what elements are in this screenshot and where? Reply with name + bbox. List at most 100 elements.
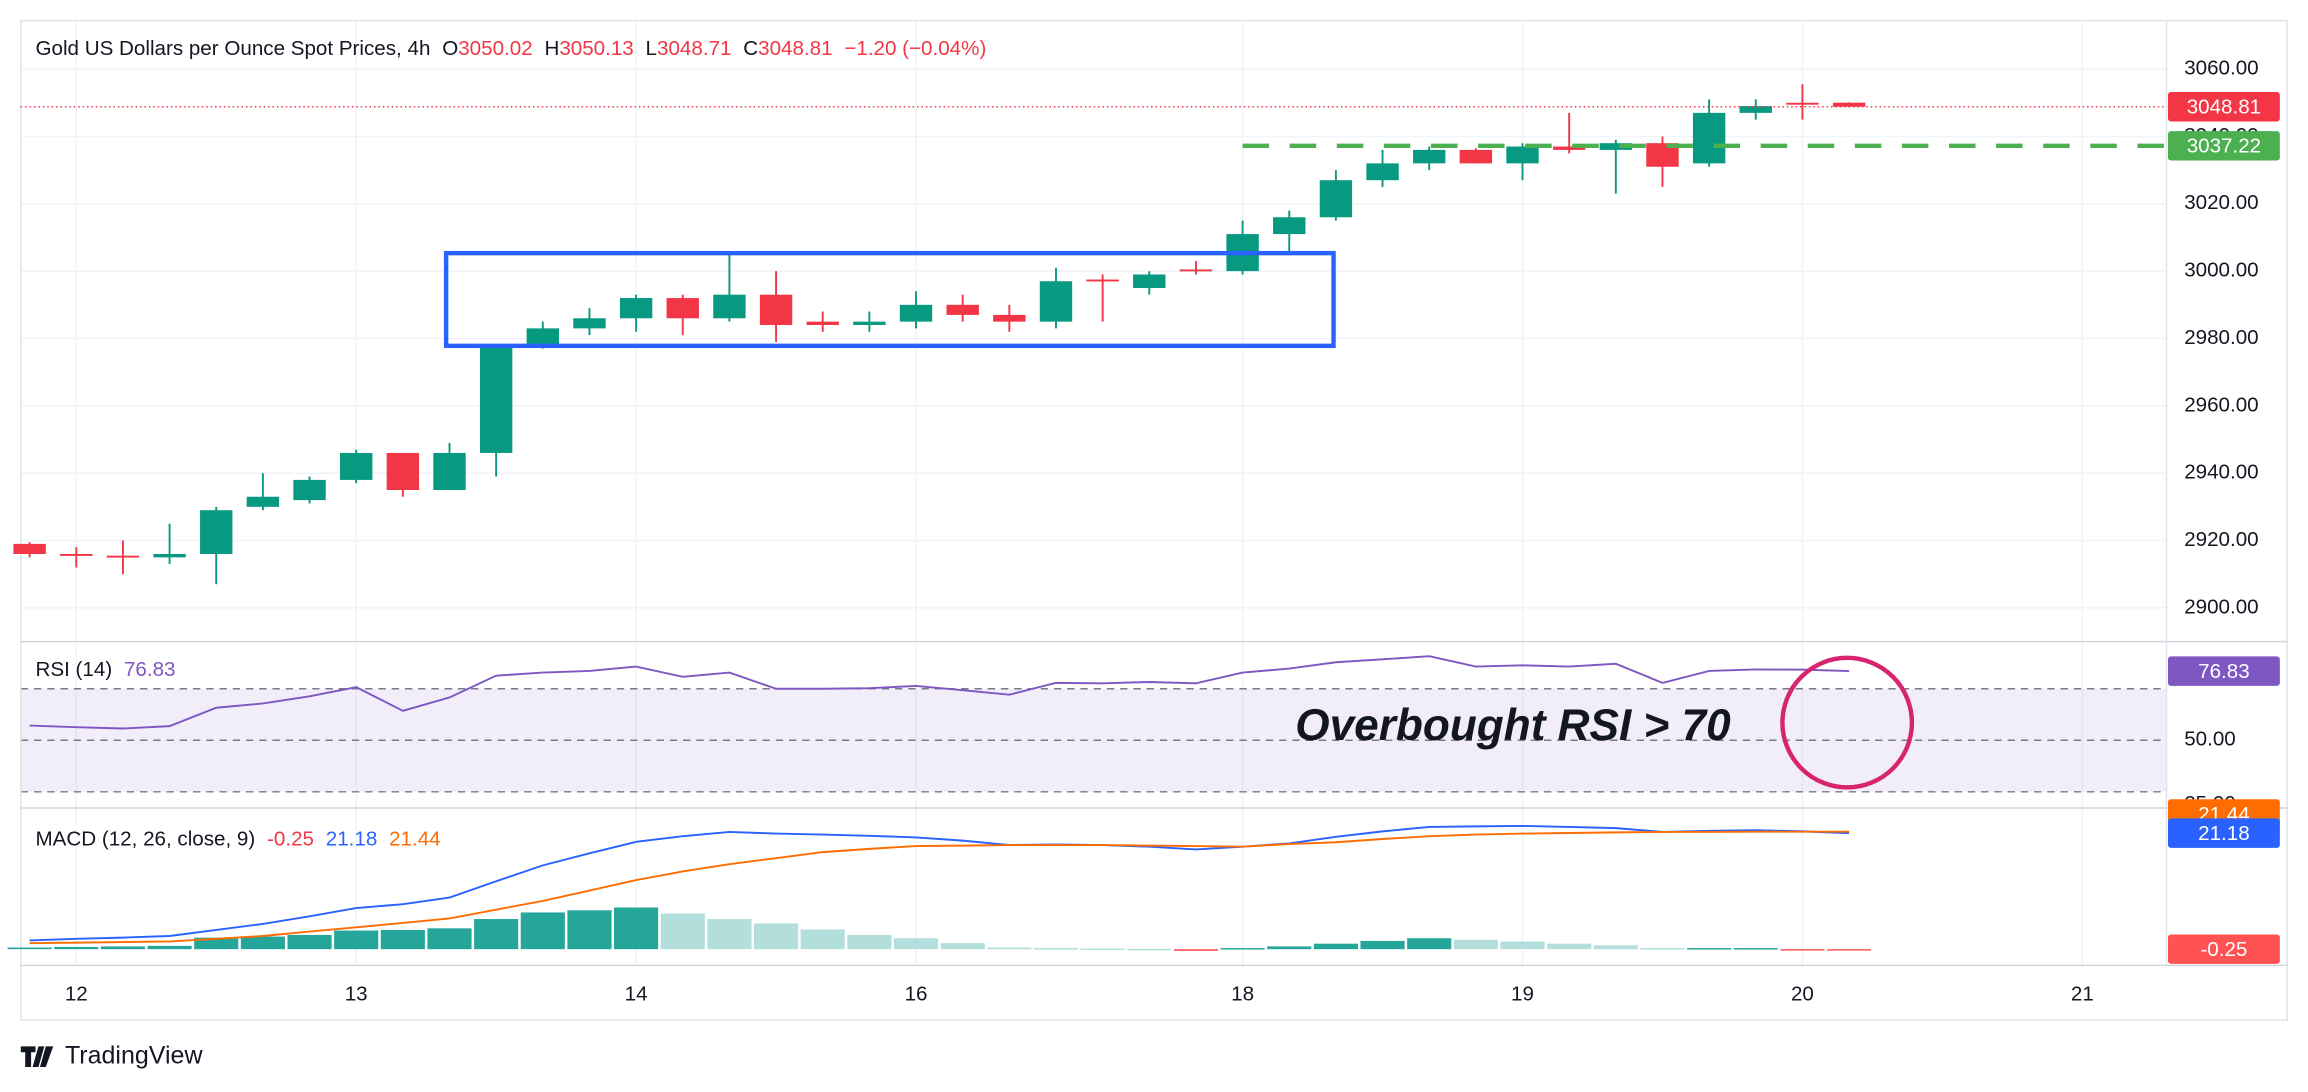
candle-body (1459, 149, 1493, 164)
candle-body (386, 452, 420, 491)
candle-body (1506, 146, 1539, 164)
candle-body (13, 543, 46, 554)
candle-body (853, 321, 886, 326)
histogram-bar (987, 947, 1032, 950)
rsi-tag: 76.83 (2198, 660, 2250, 683)
histogram-bar (7, 947, 52, 950)
x-tick-label: 18 (1231, 982, 1254, 1005)
histogram-bar (707, 919, 752, 950)
candle-body (1692, 112, 1726, 164)
y-tick-label: 2960.00 (2184, 393, 2258, 416)
x-tick-label: 16 (905, 982, 928, 1005)
candle-body (1366, 163, 1399, 181)
histogram-bar (1173, 949, 1219, 951)
candle-body (1413, 149, 1446, 164)
candle-body (946, 304, 979, 315)
low-value: 3048.71 (657, 37, 731, 60)
rsi-annotation: Overbought RSI > 70 (1295, 701, 1731, 750)
histogram-bar (147, 945, 192, 950)
high-value: 3050.13 (559, 37, 633, 60)
change-value: −1.20 (−0.04%) (844, 37, 986, 60)
ohlc-label: L (646, 37, 657, 60)
histogram-bar (334, 930, 379, 950)
close-value: 3048.81 (758, 37, 832, 60)
x-tick-label: 12 (65, 982, 88, 1005)
macd-line (29, 824, 1850, 942)
histogram-bar (194, 937, 239, 950)
candle-body (1179, 269, 1213, 272)
last-price-tag: 3048.81 (2187, 96, 2261, 119)
histogram-bar (1827, 949, 1872, 951)
macd-title: MACD (12, 26, close, 9) (36, 828, 256, 851)
x-tick-label: 14 (625, 982, 648, 1005)
signal-value: 21.44 (389, 828, 441, 851)
level-tag-bg (2168, 131, 2280, 161)
histogram-bar (1360, 940, 1405, 950)
candle-body (1646, 143, 1679, 167)
candle-body (340, 452, 373, 480)
histogram-bar (753, 923, 799, 950)
candle-body (1599, 143, 1633, 150)
candle-body (619, 298, 653, 319)
x-tick-label: 20 (1791, 982, 1814, 1005)
y-tick-label: 2900.00 (2184, 595, 2258, 618)
candle-body (293, 479, 326, 501)
macd-line (29, 830, 1850, 945)
candle-body (200, 510, 233, 554)
rsi-line (29, 655, 1850, 730)
histogram-bar (1453, 939, 1498, 950)
candle-body (1086, 279, 1119, 282)
ohlc-label: O (442, 37, 458, 60)
candle-body (666, 298, 699, 319)
histogram-bar (287, 934, 332, 950)
x-tick-label: 13 (345, 982, 368, 1005)
candle-body (479, 345, 513, 453)
candle-body (1133, 274, 1166, 288)
histogram-bar (1547, 943, 1592, 950)
candle-body (1552, 146, 1586, 150)
highlight-circle (1780, 655, 1915, 790)
histogram-bar (54, 946, 99, 950)
candle-body (573, 318, 606, 329)
logo-icon (20, 1046, 54, 1067)
histogram-bar (1267, 946, 1312, 950)
last-price-tag-bg (2168, 92, 2280, 122)
histogram-bar (1033, 948, 1079, 950)
histogram-bar (940, 943, 985, 950)
histogram-bar (847, 934, 892, 950)
brand-name: TradingView (65, 1041, 204, 1069)
labels: 12 13 14 16 18 19 20 21 2900.00 2920.00 2940.00 296… (65, 57, 2280, 1005)
macd-value: 21.18 (326, 828, 378, 851)
candle-body (1273, 217, 1306, 235)
candle-body (106, 555, 140, 558)
candle-body (759, 294, 793, 326)
histogram-bar (1127, 948, 1172, 951)
histogram-bar (567, 910, 612, 950)
histogram-bar (1593, 945, 1638, 950)
candle-body (1319, 180, 1353, 218)
open-value: 3050.02 (458, 37, 532, 60)
y-tick-label: 3000.00 (2184, 259, 2258, 282)
candle-body (246, 496, 280, 507)
candle-body (1786, 102, 1819, 105)
chart-title: Gold US Dollars per Ounce Spot Prices, 4… (36, 37, 431, 60)
frame (20, 19, 2288, 1021)
histogram-bar (380, 929, 425, 950)
histogram-bar (520, 912, 565, 950)
ohlc-label: H (544, 37, 559, 60)
macd-tag: 21.18 (2198, 822, 2250, 845)
y-tick-label: 50.00 (2184, 728, 2236, 751)
level-tag: 3037.22 (2187, 135, 2261, 158)
y-tick-label: 2980.00 (2184, 326, 2258, 349)
x-tick-label: 19 (1511, 982, 1534, 1005)
x-tick-label: 21 (2071, 982, 2094, 1005)
histogram-bar (1220, 948, 1265, 950)
y-tick-label: 3020.00 (2184, 191, 2258, 214)
candle-body (806, 321, 839, 326)
candle-body (1832, 102, 1866, 107)
histogram-bar (893, 938, 939, 950)
histogram-bar (1687, 948, 1732, 950)
